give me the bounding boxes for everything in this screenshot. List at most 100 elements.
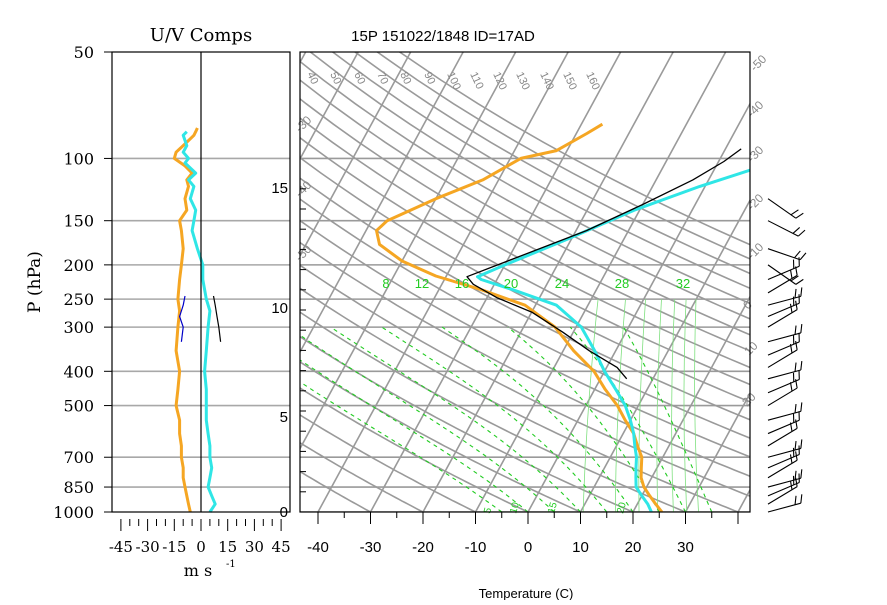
- wind-barb-flag: [795, 496, 796, 505]
- wind-barb-flag: [796, 301, 798, 310]
- isotherm: [783, 18, 887, 527]
- wind-barb-flag: [793, 227, 800, 233]
- temperature-tick-label: -10: [465, 539, 487, 556]
- height-km-tick-label: 15: [271, 180, 288, 197]
- wind-barb-shaft: [768, 503, 801, 512]
- wind-barb-flag: [795, 289, 796, 298]
- temperature-tick-label: -30: [360, 539, 382, 556]
- wind-barb-flag: [796, 279, 803, 284]
- pressure-tick-label: 200: [63, 256, 94, 275]
- dry-adiabat: [0, 18, 384, 520]
- dry-adiabat-label: 150: [560, 70, 579, 92]
- uv-series-line: [214, 296, 221, 342]
- dry-adiabat-label: 60: [351, 70, 367, 86]
- wind-barb-flag: [796, 213, 803, 218]
- uv-x-tick-label: -45: [109, 538, 133, 556]
- wind-barb-flag: [801, 361, 802, 370]
- pressure-tick-label: 50: [74, 43, 94, 62]
- wind-barb-shaft: [768, 303, 799, 316]
- isotherm: [100, 18, 377, 527]
- pressure-tick-label: 700: [63, 448, 94, 467]
- pressure-tick-label: 400: [63, 362, 94, 381]
- isotherm-label: -30: [744, 143, 766, 165]
- dry-adiabat: [39, 18, 810, 520]
- temperature-tick-label: 0: [524, 539, 532, 556]
- wind-barb-flag: [791, 210, 798, 215]
- wind-barb-shaft: [768, 379, 799, 392]
- uv-x-tick-label: 45: [272, 538, 291, 556]
- wind-barb-shaft: [768, 370, 801, 379]
- temperature-axis-label: Temperature (C): [479, 586, 574, 600]
- temperature-tick-label: -20: [412, 539, 434, 556]
- wind-barb-shaft: [768, 199, 796, 219]
- dry-adiabat: [332, 18, 887, 520]
- uv-x-tick-label: 0: [196, 538, 206, 556]
- wind-barb-shaft: [768, 483, 799, 496]
- moist-adiabats: [221, 327, 712, 512]
- skewt-panel-title: 15P 151022/1848 ID=17AD: [351, 28, 535, 45]
- mixing-ratio-label: 20: [504, 276, 518, 291]
- pressure-tick-label: 1000: [53, 503, 94, 522]
- wind-barb-flag: [790, 454, 792, 463]
- pressure-tick-label: 250: [63, 290, 94, 309]
- uv-x-tick-label: -30: [136, 538, 160, 556]
- pressure-tick-label: 100: [63, 149, 94, 168]
- wind-barb-flag: [794, 251, 800, 258]
- dry-adiabat: [353, 18, 887, 520]
- mixing-ratio-label: 32: [676, 276, 690, 291]
- uv-x-axis-label-exponent: -1: [226, 559, 236, 570]
- uv-series: [174, 128, 220, 512]
- moist-adiabat-label: 5: [482, 506, 494, 515]
- temperature-tick-label: -40: [307, 539, 329, 556]
- mixing-ratio-label: 8: [382, 276, 389, 291]
- wind-barb-flag: [801, 439, 802, 448]
- temperature-tick-label: 30: [677, 539, 694, 556]
- dry-adiabat: [228, 18, 887, 520]
- pressure-tick-label: 150: [63, 212, 94, 231]
- isotherm: [835, 18, 887, 527]
- isotherm: [520, 18, 797, 527]
- dry-adiabat: [144, 18, 887, 520]
- isotherm: [415, 18, 692, 527]
- wind-barb-shaft: [768, 342, 799, 355]
- isotherm: [468, 18, 745, 527]
- mixing-ratio-label: 16: [455, 276, 469, 291]
- dry-adiabats: [0, 18, 887, 520]
- dry-adiabat: [165, 18, 887, 520]
- pressure-tick-label: 850: [63, 478, 94, 497]
- skewt-plot-area: [0, 18, 887, 527]
- wind-barb-flag: [795, 404, 796, 413]
- wind-barb-shaft: [768, 460, 797, 478]
- wind-barb-flag: [801, 402, 802, 411]
- isotherm-label: -50: [292, 242, 314, 264]
- uv-x-tick-label: 30: [245, 538, 264, 556]
- isotherm: [0, 18, 9, 527]
- wind-barb-flag: [795, 326, 796, 335]
- isotherm: [730, 18, 887, 527]
- moist-adiabat-label: 15: [546, 501, 560, 515]
- height-km-tick-label: 10: [271, 300, 288, 317]
- wind-barbs: [768, 199, 806, 512]
- height-km-tick-label: 0: [280, 504, 288, 521]
- uv-x-axis-label: m s: [184, 561, 212, 580]
- dry-adiabat-label: 110: [467, 70, 485, 91]
- wind-barb-shaft: [768, 310, 797, 328]
- isotherm: [0, 18, 114, 527]
- dry-adiabat-label: 120: [490, 70, 509, 92]
- wind-barb-shaft: [768, 333, 801, 342]
- isotherm: [258, 18, 535, 527]
- moist-adiabat: [221, 327, 502, 512]
- uv-series-line: [180, 296, 185, 342]
- uv-components-panel: U/V Comps 501001502002503004005007008501…: [25, 25, 291, 580]
- wind-barb-flag: [798, 230, 805, 236]
- mixing-ratio-label: 12: [415, 276, 429, 291]
- wind-barb-flag: [801, 324, 802, 333]
- moist-adiabat-label: 10: [508, 501, 522, 515]
- wind-barb-shaft: [768, 428, 797, 446]
- wind-barb-flag: [795, 363, 796, 372]
- wind-barb-shaft: [768, 221, 798, 236]
- pressure-axis-label: P (hPa): [25, 251, 45, 313]
